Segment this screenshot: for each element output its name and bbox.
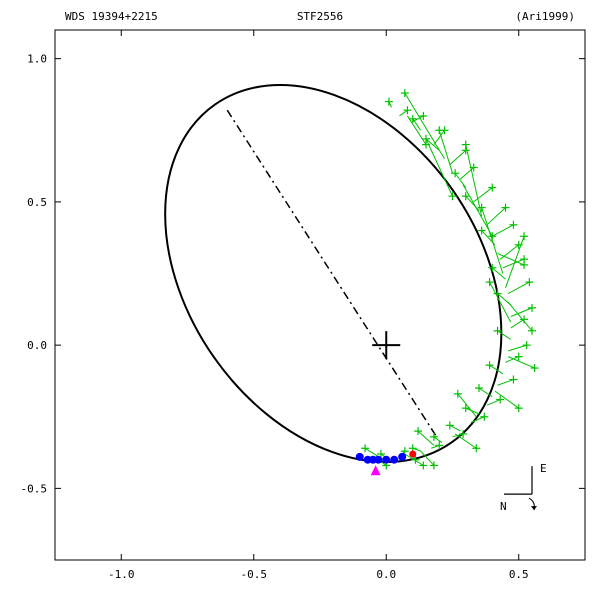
residual-line	[426, 139, 453, 196]
residual-line	[439, 130, 452, 173]
compass-icon	[504, 466, 532, 494]
residual-line	[466, 408, 479, 414]
x-tick-label: 0.0	[376, 568, 396, 581]
x-tick-label: -1.0	[108, 568, 135, 581]
residual-line	[434, 437, 442, 443]
blue-marker	[356, 453, 364, 461]
blue-marker	[398, 453, 406, 461]
residual-line	[500, 245, 519, 259]
x-tick-label: 0.5	[509, 568, 529, 581]
residual-line	[405, 93, 445, 159]
semi-major-axis	[227, 110, 436, 437]
y-tick-label: 0.0	[27, 339, 47, 352]
chart-svg: -1.0 -0.5 0.0 0.5 -0.5 0.0 0.5 1.0 WDS 19394+221…	[0, 0, 600, 600]
residual-line	[508, 357, 535, 368]
orbit-ellipse	[96, 21, 571, 526]
compass-north-label: N	[500, 500, 507, 513]
residual-line	[487, 208, 506, 225]
residual-line	[506, 236, 525, 288]
residual-line	[498, 331, 511, 340]
residual-line	[508, 282, 529, 293]
residual-line	[482, 208, 503, 274]
y-tick-label: 1.0	[27, 53, 47, 66]
y-tick-label: -0.5	[21, 482, 48, 495]
blue-marker	[390, 456, 398, 464]
compass-arrowhead	[531, 506, 537, 510]
blue-marker	[382, 456, 390, 464]
chart-container: -1.0 -0.5 0.0 0.5 -0.5 0.0 0.5 1.0 WDS 19394+221…	[0, 0, 600, 600]
residual-line	[455, 434, 476, 448]
residual-line	[508, 345, 527, 351]
residual-line	[413, 119, 421, 130]
red-marker	[409, 451, 416, 458]
residual-line	[511, 319, 524, 328]
blue-marker	[374, 456, 382, 464]
residual-line	[418, 431, 434, 445]
header-right: (Ari1999)	[515, 10, 575, 23]
magenta-triangle-marker	[371, 465, 381, 475]
compass-east-label: E	[540, 462, 547, 475]
y-tick-label: 0.5	[27, 196, 47, 209]
residual-line	[407, 116, 426, 145]
residual-line	[458, 394, 477, 417]
residual-line	[506, 357, 519, 363]
residual-line	[498, 380, 514, 386]
header-center: STF2556	[297, 10, 343, 23]
header-left: WDS 19394+2215	[65, 10, 158, 23]
x-tick-label: -0.5	[241, 568, 268, 581]
residual-line	[487, 400, 500, 406]
residual-line	[450, 425, 461, 431]
residual-line	[400, 110, 408, 116]
plot-frame	[55, 30, 585, 560]
residual-line	[492, 225, 513, 236]
residual-line	[450, 150, 466, 164]
